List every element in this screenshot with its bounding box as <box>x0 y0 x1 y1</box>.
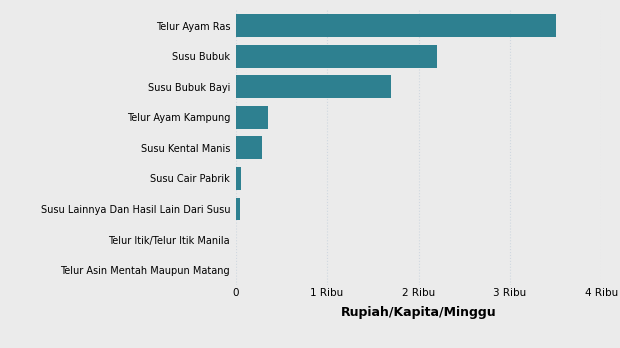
Bar <box>236 136 262 159</box>
Bar <box>236 14 556 37</box>
X-axis label: Rupiah/Kapita/Minggu: Rupiah/Kapita/Minggu <box>340 307 497 319</box>
Bar <box>236 167 241 190</box>
Bar <box>236 106 268 129</box>
Bar <box>236 198 240 220</box>
Bar <box>236 76 391 98</box>
Bar <box>236 45 436 68</box>
